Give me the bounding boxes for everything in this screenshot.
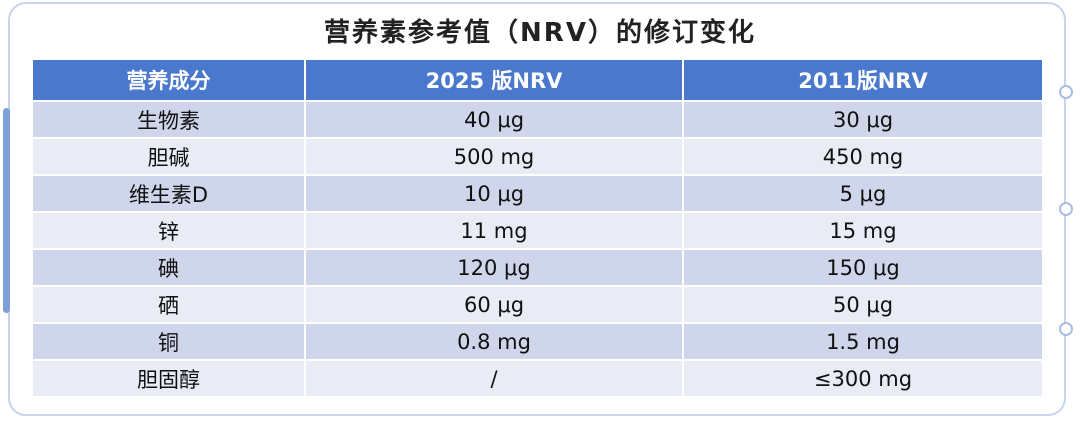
table-row: 维生素D 10 μg 5 μg: [33, 174, 1042, 212]
table-cell: 胆碱: [33, 137, 306, 175]
table-row: 锌 11 mg 15 mg: [33, 211, 1042, 249]
header-cell: 营养成分: [33, 60, 306, 101]
handle: [1059, 322, 1073, 336]
header-cell: 2025 版NRV: [305, 60, 684, 101]
table-row: 生物素 40 μg 30 μg: [33, 100, 1042, 138]
table-cell: /: [305, 359, 684, 396]
table-cell: 硒: [33, 285, 306, 323]
table-cell: 0.8 mg: [305, 322, 684, 360]
nrv-table: 营养成分 2025 版NRV 2011版NRV 生物素 40 μg 30 μg 胆碱 500…: [33, 60, 1042, 396]
table-cell: 维生素D: [33, 174, 306, 212]
title: 营养素参考值（NRV）的修订变化: [324, 18, 756, 48]
table-cell: ≤300 mg: [683, 359, 1042, 396]
table-cell: 60 μg: [305, 285, 684, 323]
table-cell: 胆固醇: [33, 359, 306, 396]
table-cell: 15 mg: [683, 211, 1042, 249]
table-cell: 30 μg: [683, 100, 1042, 138]
table-cell: 120 μg: [305, 248, 684, 286]
table-cell: 1.5 mg: [683, 322, 1042, 360]
table-row: 铜 0.8 mg 1.5 mg: [33, 322, 1042, 360]
table-cell: 500 mg: [305, 137, 684, 175]
table-cell: 碘: [33, 248, 306, 286]
handle: [1059, 85, 1073, 99]
table-cell: 50 μg: [683, 285, 1042, 323]
table-row: 胆碱 500 mg 450 mg: [33, 137, 1042, 175]
side-bar: [3, 108, 10, 313]
table-cell: 锌: [33, 211, 306, 249]
table-row: 硒 60 μg 50 μg: [33, 285, 1042, 323]
header-row: 营养成分 2025 版NRV 2011版NRV: [33, 60, 1042, 101]
table-cell: 40 μg: [305, 100, 684, 138]
table-row: 胆固醇 / ≤300 mg: [33, 359, 1042, 396]
table-cell: 5 μg: [683, 174, 1042, 212]
header-cell: 2011版NRV: [683, 60, 1042, 101]
table-cell: 10 μg: [305, 174, 684, 212]
table-cell: 11 mg: [305, 211, 684, 249]
table-cell: 铜: [33, 322, 306, 360]
table-cell: 生物素: [33, 100, 306, 138]
table-body: 生物素 40 μg 30 μg 胆碱 500 mg 450 mg 维生素D 10 μg 5 μg…: [33, 100, 1042, 396]
handle: [1059, 202, 1073, 216]
table-cell: 150 μg: [683, 248, 1042, 286]
table-row: 碘 120 μg 150 μg: [33, 248, 1042, 286]
table-cell: 450 mg: [683, 137, 1042, 175]
